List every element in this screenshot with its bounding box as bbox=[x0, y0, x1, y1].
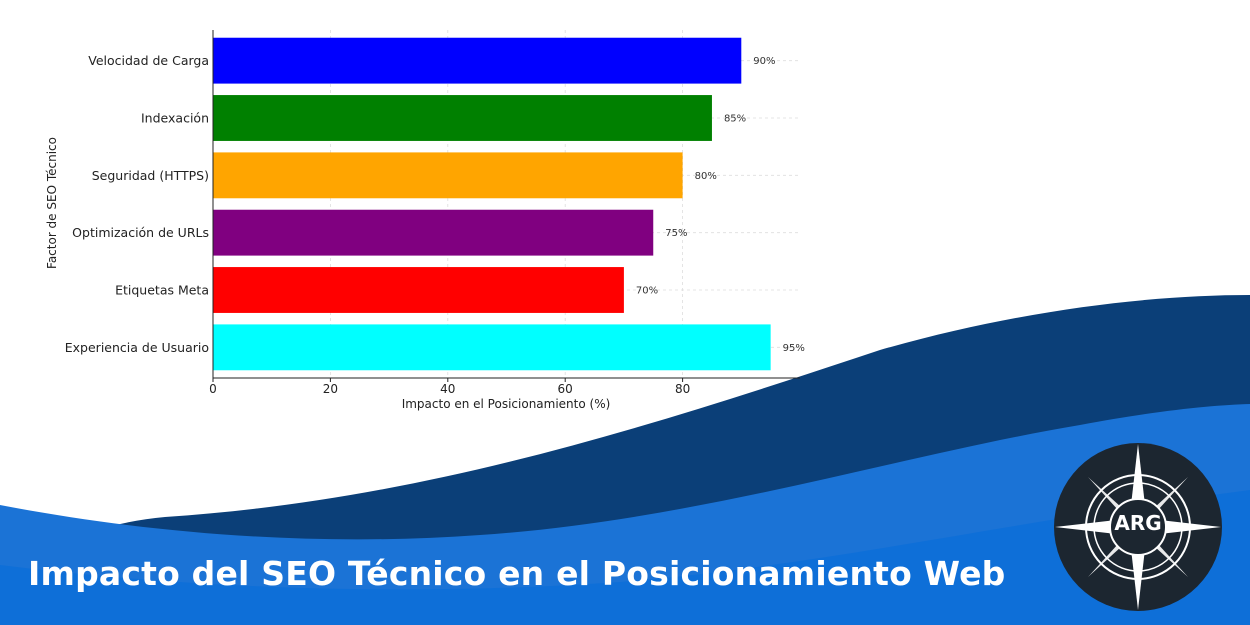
bar bbox=[213, 37, 742, 84]
category-label: Optimización de URLs bbox=[72, 225, 209, 240]
value-label: 95% bbox=[783, 343, 805, 354]
y-axis-title: Factor de SEO Técnico bbox=[45, 137, 59, 269]
x-tick-label: 80 bbox=[675, 382, 690, 396]
value-label: 85% bbox=[724, 114, 746, 125]
bar bbox=[213, 152, 683, 199]
axes bbox=[212, 30, 800, 382]
category-label: Velocidad de Carga bbox=[88, 53, 209, 68]
x-tick-label: 20 bbox=[323, 382, 338, 396]
logo-text: ARG bbox=[1114, 511, 1162, 535]
wave-strip bbox=[0, 490, 1250, 625]
bar bbox=[213, 95, 712, 141]
bar bbox=[213, 209, 654, 256]
x-axis-title: Impacto en el Posicionamiento (%) bbox=[402, 397, 611, 411]
value-label: 75% bbox=[665, 228, 687, 239]
labels: Velocidad de Carga 90% Indexación 85% Seguri… bbox=[65, 53, 805, 396]
x-tick-label: 40 bbox=[440, 382, 455, 396]
bars bbox=[213, 37, 771, 371]
bar bbox=[213, 324, 771, 371]
banner-title: Impacto del SEO Técnico en el Posicionam… bbox=[28, 554, 1006, 593]
value-label: 90% bbox=[753, 56, 775, 67]
value-label: 70% bbox=[636, 286, 658, 297]
compass-star-icon bbox=[1054, 443, 1222, 611]
bar bbox=[213, 267, 624, 313]
value-label: 80% bbox=[695, 171, 717, 182]
category-label: Etiquetas Meta bbox=[115, 283, 209, 298]
category-label: Experiencia de Usuario bbox=[65, 340, 209, 355]
x-tick-label: 60 bbox=[558, 382, 573, 396]
category-label: Seguridad (HTTPS) bbox=[92, 168, 209, 183]
x-tick-label: 0 bbox=[209, 382, 217, 396]
category-label: Indexación bbox=[141, 111, 209, 126]
